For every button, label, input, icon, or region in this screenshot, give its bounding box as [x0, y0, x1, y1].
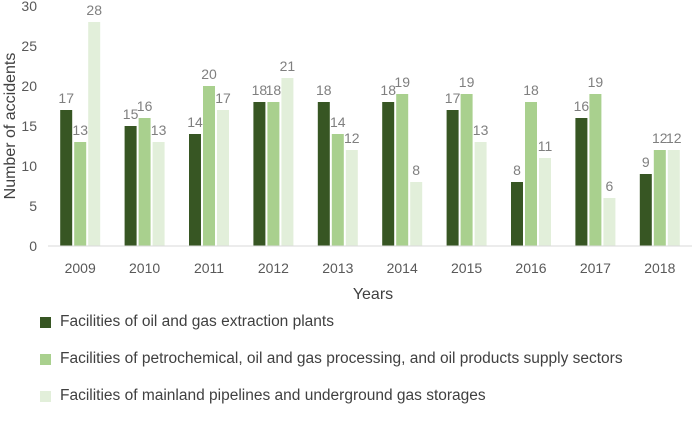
data-label: 12 [344, 130, 360, 146]
legend-label-extraction: Facilities of oil and gas extraction pla… [60, 313, 334, 330]
x-tick-label: 2018 [644, 260, 675, 276]
x-tick-label: 2015 [451, 260, 482, 276]
data-label: 14 [187, 114, 203, 130]
bar-series-2-2015 [460, 94, 473, 246]
bar-series-2-2013 [331, 134, 344, 246]
bar-series-1-2013 [317, 102, 330, 246]
bar-series-3-2017 [603, 198, 616, 246]
x-tick-label: 2013 [322, 260, 353, 276]
bar-series-2-2017 [589, 94, 602, 246]
bar-series-3-2018 [667, 150, 680, 246]
x-tick-label: 2011 [194, 260, 224, 276]
bar-series-3-2016 [539, 158, 551, 246]
data-label: 18 [266, 82, 282, 98]
data-label: 8 [513, 162, 521, 178]
data-label: 16 [137, 98, 153, 114]
data-label: 11 [538, 138, 553, 154]
bar-series-1-2014 [382, 102, 395, 246]
data-label: 16 [574, 98, 590, 114]
data-label: 19 [588, 74, 604, 90]
y-tick-label: 20 [21, 78, 37, 94]
data-label: 15 [123, 106, 139, 122]
x-tick-label: 2017 [580, 260, 611, 276]
y-tick-label: 15 [21, 118, 37, 134]
bar-series-1-2011 [189, 134, 201, 246]
bar-series-1-2017 [575, 118, 588, 246]
y-tick-label: 0 [29, 238, 37, 254]
data-label: 17 [215, 90, 231, 106]
x-tick-label: 2014 [387, 260, 418, 276]
bar-series-2-2016 [525, 102, 537, 246]
x-tick-label: 2012 [258, 260, 289, 276]
bar-series-3-2013 [345, 150, 358, 246]
bars-group [60, 22, 680, 246]
bar-series-3-2014 [410, 182, 423, 246]
y-tick-label: 30 [21, 0, 37, 14]
data-label: 21 [280, 58, 296, 74]
legend-item-extraction: Facilities of oil and gas extraction pla… [40, 312, 690, 332]
data-label: 17 [58, 90, 74, 106]
bar-series-1-2012 [253, 102, 266, 246]
data-label: 17 [445, 90, 461, 106]
data-label: 19 [394, 74, 410, 90]
bar-series-1-2009 [60, 110, 73, 246]
bar-series-2-2010 [138, 118, 151, 246]
data-label: 12 [666, 130, 682, 146]
legend-swatch-pipelines [40, 390, 51, 402]
bar-series-2-2012 [267, 102, 280, 246]
bar-series-1-2016 [511, 182, 523, 246]
legend-label-pipelines: Facilities of mainland pipelines and und… [60, 387, 486, 404]
bar-series-2-2014 [396, 94, 409, 246]
x-tick-label: 2010 [129, 260, 160, 276]
bar-series-3-2012 [281, 78, 294, 246]
y-axis-title: Number of accidents [2, 53, 19, 200]
x-tick-label: 2016 [515, 260, 546, 276]
x-axis-ticks: 2009 2010 2011 2012 2013 2014 2015 2016 2017 2018 [65, 260, 676, 276]
y-tick-label: 25 [21, 38, 37, 54]
bar-series-3-2015 [474, 142, 487, 246]
data-label: 28 [86, 2, 102, 18]
data-label: 14 [330, 114, 346, 130]
bar-series-2-2009 [74, 142, 87, 246]
data-label: 13 [473, 122, 489, 138]
y-tick-label: 10 [21, 158, 37, 174]
x-tick-label: 2009 [65, 260, 96, 276]
data-label: 20 [201, 66, 217, 82]
bar-series-2-2018 [653, 150, 666, 246]
data-label: 13 [151, 122, 167, 138]
legend-swatch-extraction [40, 316, 51, 328]
y-axis-ticks: 0 5 10 15 20 25 30 [21, 0, 37, 254]
data-label: 18 [316, 82, 332, 98]
data-label: 6 [606, 178, 614, 194]
data-label: 8 [412, 162, 420, 178]
legend-item-processing: Facilities of petrochemical, oil and gas… [40, 349, 690, 369]
legend: Facilities of oil and gas extraction pla… [40, 312, 690, 423]
data-label: 18 [252, 82, 268, 98]
bar-series-3-2010 [152, 142, 165, 246]
bar-series-3-2009 [88, 22, 101, 246]
bar-series-1-2018 [639, 174, 652, 246]
bar-series-1-2010 [124, 126, 137, 246]
data-label: 18 [523, 82, 539, 98]
data-label: 19 [459, 74, 475, 90]
y-tick-label: 5 [29, 198, 37, 214]
legend-swatch-processing [40, 353, 51, 365]
bar-series-2-2011 [203, 86, 215, 246]
legend-label-processing: Facilities of petrochemical, oil and gas… [60, 350, 623, 367]
data-label: 9 [642, 154, 650, 170]
bar-series-1-2015 [446, 110, 459, 246]
bar-series-3-2011 [217, 110, 229, 246]
x-axis-title: Years [353, 286, 393, 303]
data-label: 12 [652, 130, 668, 146]
data-label: 18 [380, 82, 396, 98]
legend-item-pipelines: Facilities of mainland pipelines and und… [40, 386, 690, 406]
data-label: 13 [72, 122, 88, 138]
